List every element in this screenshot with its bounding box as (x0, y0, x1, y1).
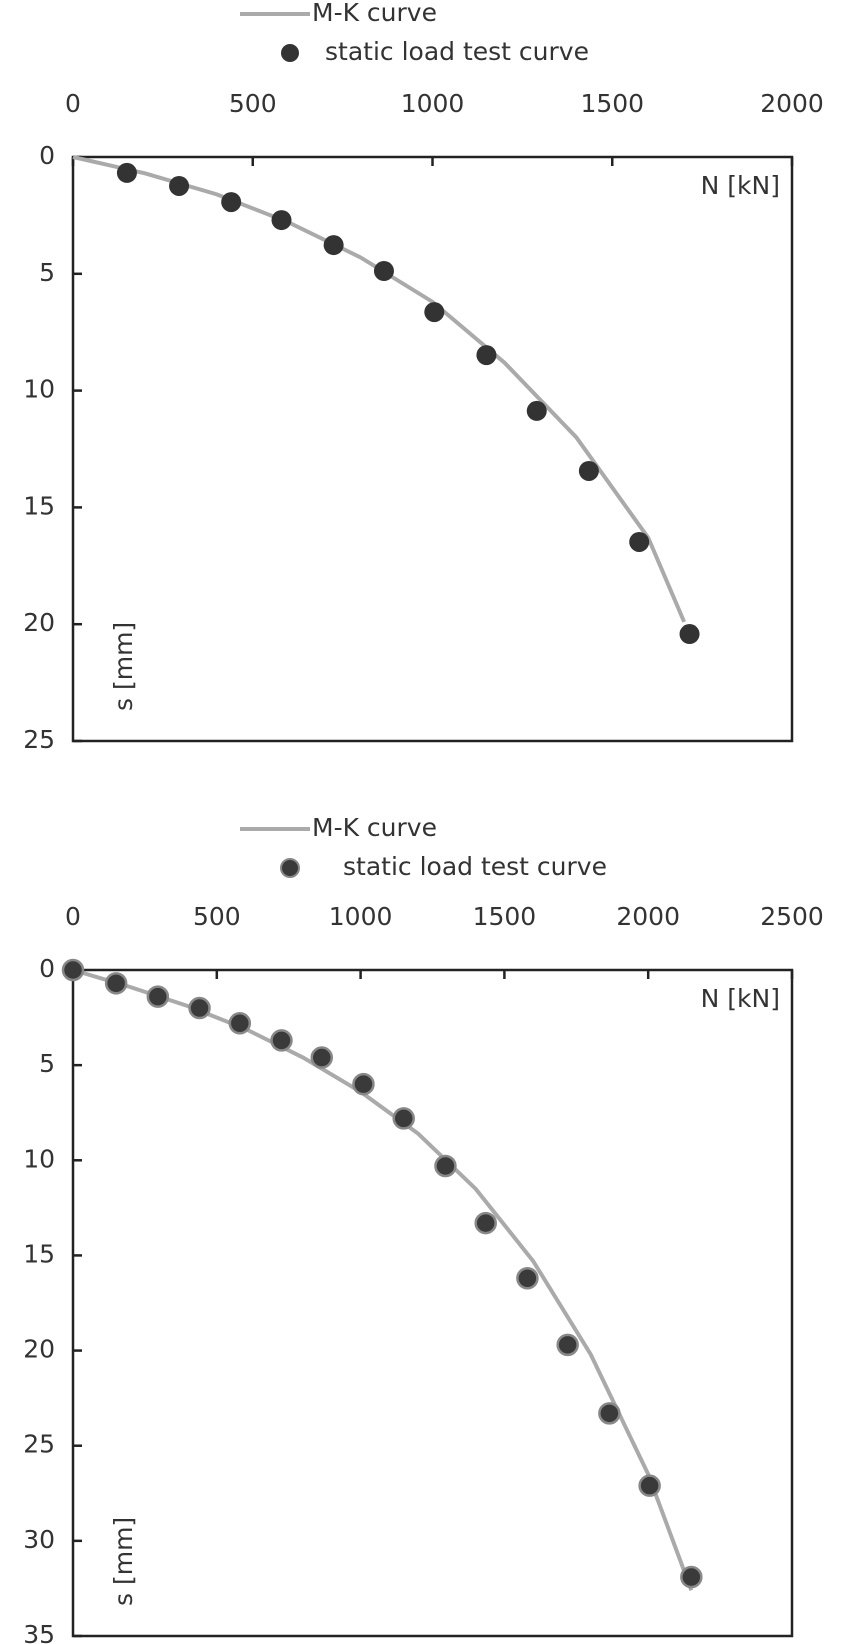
data-point (680, 1565, 703, 1589)
y-axis-label: s [mm] (109, 622, 138, 711)
data-point (310, 1046, 334, 1069)
data-point (188, 996, 211, 1020)
data-point (169, 175, 190, 196)
x-tick-label: 0 (65, 89, 81, 118)
x-tick-label: 1000 (401, 89, 465, 118)
y-tick-label: 5 (39, 258, 55, 287)
data-point (61, 958, 85, 982)
data-point (104, 972, 128, 995)
y-axis-label: s [mm] (109, 1517, 138, 1606)
data-point (323, 235, 344, 256)
y-tick-label: 30 (23, 1525, 55, 1554)
legend-marker (281, 44, 299, 62)
legend-marker (280, 858, 300, 878)
data-point (270, 1029, 293, 1052)
data-point (556, 1333, 579, 1357)
y-tick-label: 0 (39, 141, 55, 170)
data-point (476, 345, 497, 366)
data-point (146, 985, 170, 1008)
data-point (392, 1107, 415, 1130)
legend-label: M-K curve (312, 813, 437, 842)
y-tick-label: 25 (23, 725, 55, 754)
mk-curve (72, 155, 686, 623)
x-tick-label: 1500 (580, 89, 644, 118)
data-point (679, 624, 700, 645)
legend-label: static load test curve (325, 37, 589, 66)
y-tick-label: 25 (23, 1430, 55, 1459)
x-tick-label: 2000 (616, 902, 680, 931)
plot-frame (71, 968, 794, 1638)
y-tick-label: 15 (23, 491, 55, 520)
data-point (424, 302, 445, 323)
mk-curve (72, 968, 694, 1592)
y-tick-label: 0 (39, 954, 55, 983)
data-point (271, 210, 292, 231)
data-point (373, 260, 394, 281)
y-tick-label: 15 (23, 1239, 55, 1268)
x-tick-label: 1500 (473, 902, 537, 931)
data-point (352, 1072, 375, 1096)
x-axis-label: N [kN] (701, 171, 780, 200)
x-tick-label: 2000 (760, 89, 824, 118)
x-tick-label: 0 (65, 902, 81, 931)
data-point (221, 192, 242, 213)
y-tick-label: 35 (23, 1620, 55, 1644)
data-point (474, 1211, 497, 1235)
data-point (578, 460, 599, 481)
x-tick-label: 1000 (329, 902, 393, 931)
x-tick-label: 2500 (760, 902, 824, 931)
x-axis-label: N [kN] (701, 984, 780, 1013)
legend-label: M-K curve (312, 0, 437, 27)
data-point (116, 162, 137, 183)
plot-frame (71, 155, 794, 743)
data-point (434, 1154, 457, 1178)
x-tick-label: 500 (193, 902, 241, 931)
data-point (516, 1267, 539, 1290)
data-point (526, 400, 547, 421)
y-tick-label: 5 (39, 1049, 55, 1078)
data-point (228, 1012, 252, 1035)
data-point (629, 531, 650, 552)
y-tick-label: 10 (23, 375, 55, 404)
data-point (598, 1402, 621, 1425)
legend-label: static load test curve (343, 852, 607, 881)
y-tick-label: 10 (23, 1144, 55, 1173)
y-tick-label: 20 (23, 1335, 55, 1364)
x-tick-label: 500 (229, 89, 277, 118)
y-tick-label: 20 (23, 608, 55, 637)
data-point (638, 1474, 661, 1497)
